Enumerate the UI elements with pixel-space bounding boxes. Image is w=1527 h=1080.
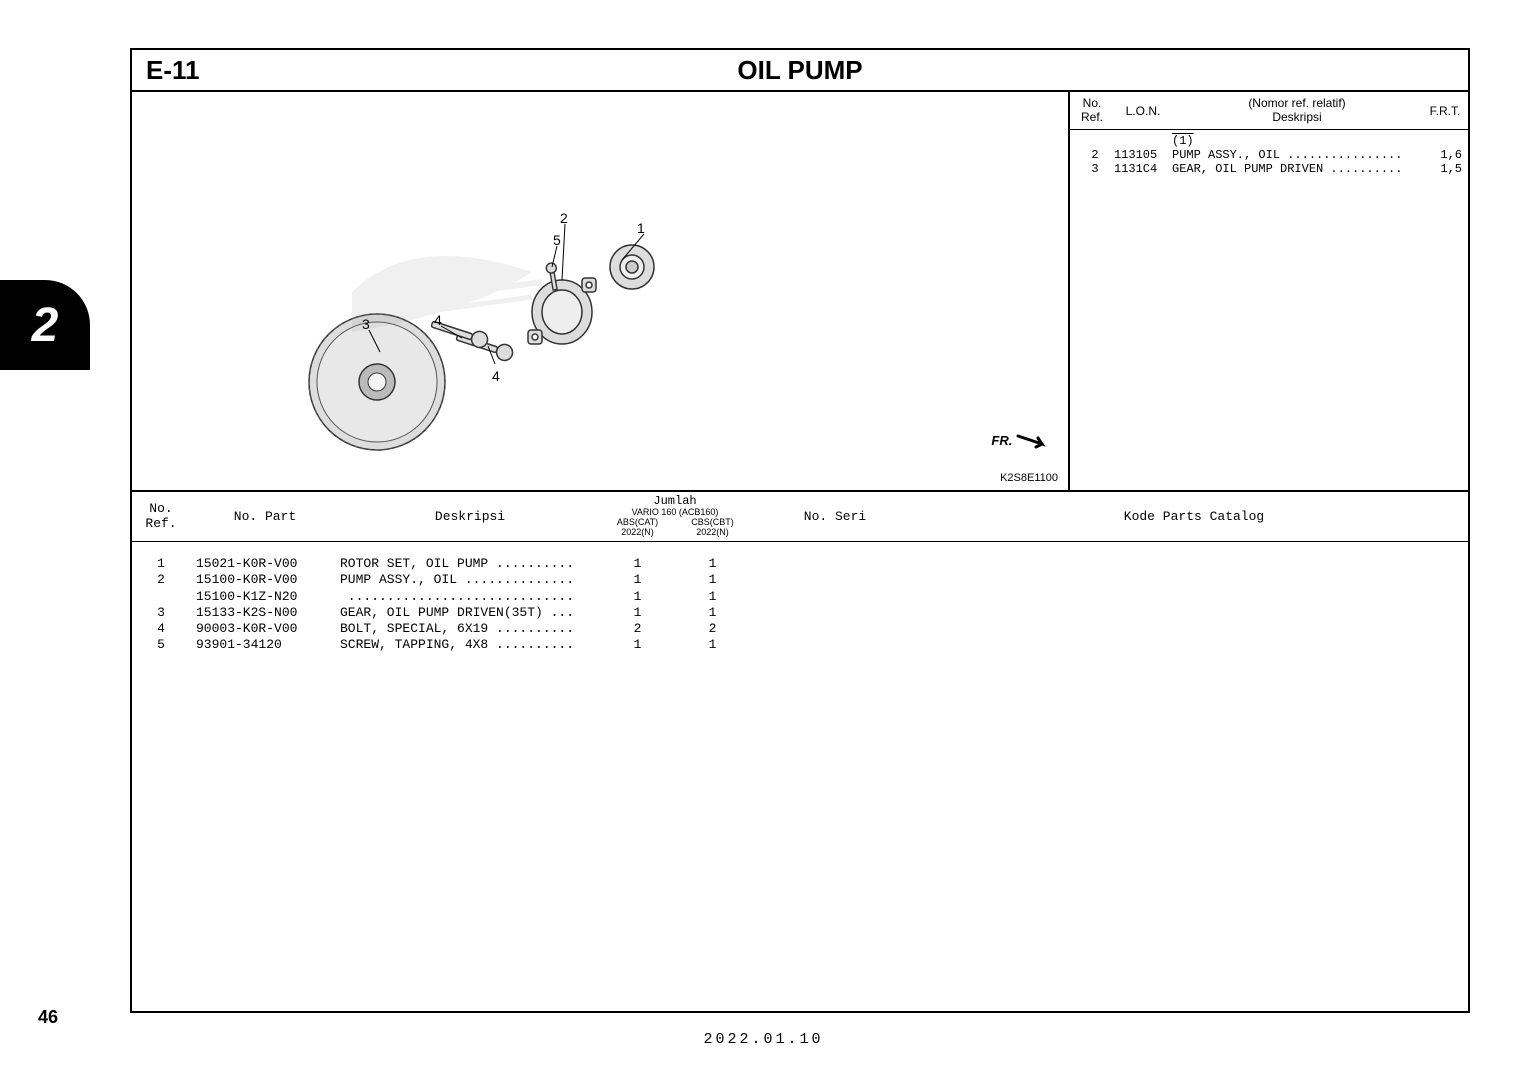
- lh-ref: No.Ref.: [132, 502, 190, 531]
- title-bar: E-11 OIL PUMP: [132, 50, 1468, 92]
- diagram-callout: 4: [434, 312, 442, 328]
- diagram-callout: 1: [637, 220, 645, 236]
- section-title: OIL PUMP: [132, 55, 1468, 86]
- frt-h-desc: (Nomor ref. relatif) Deskripsi: [1172, 95, 1422, 125]
- lh-part: No. Part: [190, 509, 340, 524]
- parts-row: 215100-K0R-V00PUMP ASSY., OIL ..........…: [132, 572, 1468, 588]
- lh-q2b: 2022(N): [696, 527, 729, 537]
- parts-row: 15100-K1Z-N20 ..........................…: [132, 589, 1468, 605]
- section-code: E-11: [132, 55, 200, 86]
- fr-label: FR.: [991, 433, 1012, 448]
- frt-note-row: (1): [1076, 134, 1462, 148]
- footer-date: 2022.01.10: [0, 1031, 1527, 1048]
- lh-kpc: Kode Parts Catalog: [920, 509, 1468, 524]
- parts-table-header: No.Ref. No. Part Deskripsi Jumlah VARIO …: [132, 492, 1468, 542]
- frt-body: (1)2113105PUMP ASSY., OIL ..............…: [1070, 130, 1468, 180]
- diagram-callout: 5: [553, 232, 561, 248]
- frt-header: No.Ref. L.O.N. (Nomor ref. relatif) Desk…: [1070, 92, 1468, 130]
- page-number: 46: [38, 1007, 58, 1028]
- frt-row: 31131C4GEAR, OIL PUMP DRIVEN ..........1…: [1076, 162, 1462, 176]
- lh-seri: No. Seri: [750, 509, 920, 524]
- frt-h-ref: No.Ref.: [1070, 95, 1114, 125]
- lh-qty: Jumlah VARIO 160 (ACB160) ABS(CAT) 2022(…: [600, 495, 750, 538]
- parts-row: 115021-K0R-V00ROTOR SET, OIL PUMP ......…: [132, 556, 1468, 572]
- frt-h-frt: F.R.T.: [1422, 102, 1468, 120]
- page-frame: E-11 OIL PUMP: [130, 48, 1470, 1013]
- chapter-tab: 2: [0, 280, 90, 370]
- diagram-callout: 2: [560, 210, 568, 226]
- diagram-callout: 3: [362, 316, 370, 332]
- exploded-diagram: 1 2 3 4 4 5 FR. K2S8E1100: [132, 92, 1068, 490]
- diagram-code: K2S8E1100: [1000, 472, 1058, 484]
- diagram-callout: 4: [492, 368, 500, 384]
- diagram-svg: [132, 92, 832, 492]
- frt-h-lon: L.O.N.: [1114, 102, 1172, 120]
- lh-q1b: 2022(N): [621, 527, 654, 537]
- frt-h-desc-top: (Nomor ref. relatif): [1248, 96, 1345, 110]
- frt-panel: No.Ref. L.O.N. (Nomor ref. relatif) Desk…: [1068, 92, 1468, 490]
- parts-row: 315133-K2S-N00GEAR, OIL PUMP DRIVEN(35T)…: [132, 605, 1468, 621]
- parts-table-body: 115021-K0R-V00ROTOR SET, OIL PUMP ......…: [132, 542, 1468, 654]
- lh-q2a: CBS(CBT): [691, 517, 734, 527]
- lh-desc: Deskripsi: [340, 509, 600, 524]
- parts-row: 593901-34120SCREW, TAPPING, 4X8 ........…: [132, 637, 1468, 653]
- frt-h-desc-bot: Deskripsi: [1272, 110, 1321, 124]
- fr-direction-indicator: FR.: [991, 433, 1050, 450]
- lh-q1a: ABS(CAT): [617, 517, 658, 527]
- upper-region: 1 2 3 4 4 5 FR. K2S8E1100 No.Ref. L.O.N. (Nom…: [132, 92, 1468, 492]
- frt-row: 2113105PUMP ASSY., OIL ................1…: [1076, 148, 1462, 162]
- parts-row: 490003-K0R-V00BOLT, SPECIAL, 6X19 ......…: [132, 621, 1468, 637]
